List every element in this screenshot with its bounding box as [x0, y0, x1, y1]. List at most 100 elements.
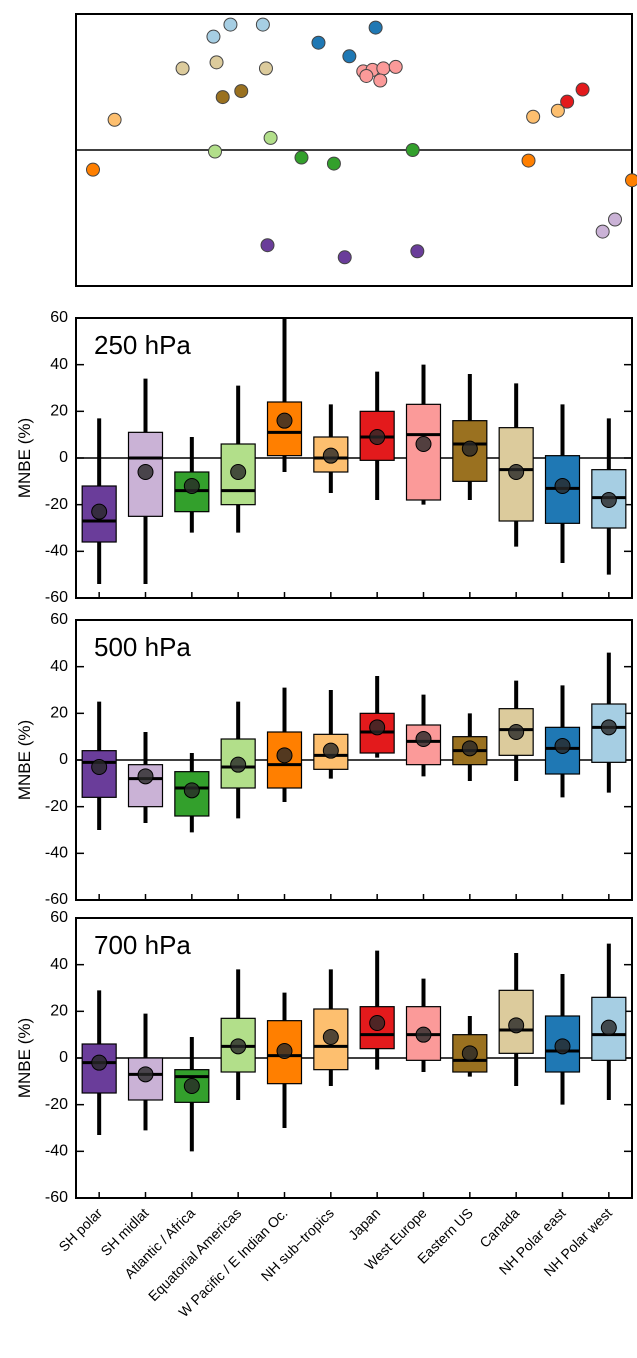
mean — [276, 1043, 293, 1059]
mean — [461, 740, 478, 757]
y-tick-label: 20 — [50, 705, 68, 722]
station — [550, 103, 565, 118]
mean — [600, 492, 617, 508]
station — [608, 212, 623, 227]
plot-frame — [75, 317, 633, 599]
mean — [461, 1045, 478, 1062]
y-tick-label: 60 — [50, 309, 68, 326]
station — [255, 17, 270, 32]
station — [260, 238, 275, 253]
station — [209, 55, 224, 70]
mean — [91, 503, 108, 520]
mean — [461, 440, 478, 457]
mean — [415, 1026, 432, 1043]
station — [337, 250, 352, 265]
y-tick-label: 0 — [59, 751, 68, 768]
mean — [137, 1066, 154, 1083]
station — [560, 94, 575, 109]
y-tick-label: 40 — [50, 356, 68, 373]
station — [208, 144, 222, 159]
station — [368, 20, 383, 35]
y-tick-label: 40 — [50, 956, 68, 973]
y-tick-label: -40 — [45, 845, 68, 862]
mean — [322, 1029, 339, 1045]
station — [342, 49, 357, 64]
y-tick-label: -60 — [45, 891, 68, 908]
mean — [554, 738, 571, 754]
station — [263, 130, 278, 145]
station — [85, 162, 100, 177]
mean — [554, 1038, 571, 1055]
mean — [91, 759, 108, 775]
station — [107, 112, 122, 127]
mean — [183, 782, 200, 799]
mean — [369, 1015, 386, 1031]
x-tick-label: Japan — [345, 1205, 383, 1243]
mean — [508, 464, 525, 480]
y-tick-label: 60 — [50, 909, 68, 926]
y-tick-label: -20 — [45, 798, 68, 815]
y-tick-label: 20 — [50, 403, 68, 420]
panel-label: 700 hPa — [94, 930, 191, 960]
station — [258, 61, 273, 76]
y-tick-label: -20 — [45, 496, 68, 513]
y-axis-label: MNBE (%) — [15, 418, 34, 498]
mean — [230, 756, 247, 773]
mean — [600, 719, 617, 736]
mean — [230, 1038, 247, 1055]
y-tick-label: -40 — [45, 543, 68, 560]
mean — [369, 719, 386, 736]
y-axis-label: MNBE (%) — [15, 720, 34, 800]
station — [359, 68, 374, 83]
station — [595, 224, 610, 239]
box — [266, 731, 303, 789]
mean — [600, 1019, 617, 1036]
station — [521, 153, 536, 168]
station — [294, 150, 309, 165]
station — [625, 173, 637, 188]
y-tick-label: -60 — [45, 589, 68, 606]
mean — [508, 724, 525, 740]
mean — [415, 731, 432, 747]
station — [376, 61, 391, 76]
mean — [137, 464, 154, 480]
mean — [322, 742, 339, 759]
box — [220, 738, 256, 789]
plot-frame — [75, 917, 633, 1199]
y-tick-label: -20 — [45, 1096, 68, 1113]
y-tick-label: 40 — [50, 658, 68, 675]
plot-frame — [75, 619, 633, 901]
mean — [276, 747, 293, 764]
mean — [137, 768, 154, 785]
x-tick-label: Canada — [476, 1205, 522, 1251]
y-axis-label: MNBE (%) — [15, 1018, 34, 1098]
mean — [415, 436, 432, 452]
mean — [322, 447, 339, 464]
box — [313, 436, 349, 473]
station — [175, 61, 190, 76]
mean — [369, 429, 386, 445]
panel-label: 500 hPa — [94, 632, 191, 662]
y-tick-label: 0 — [59, 449, 68, 466]
station — [215, 90, 230, 105]
station — [206, 29, 221, 44]
station — [373, 73, 388, 88]
station — [388, 59, 403, 74]
station — [575, 82, 590, 97]
box — [405, 403, 442, 501]
mean — [230, 464, 247, 480]
mean — [183, 478, 200, 494]
panel-label: 250 hPa — [94, 330, 191, 360]
box — [266, 401, 303, 457]
station — [405, 143, 420, 157]
y-tick-label: 60 — [50, 611, 68, 628]
y-tick-label: 0 — [59, 1049, 68, 1066]
station — [526, 109, 541, 124]
mean — [91, 1054, 108, 1071]
mean — [183, 1078, 200, 1094]
y-tick-label: -60 — [45, 1189, 68, 1206]
box — [498, 989, 534, 1054]
station — [311, 35, 326, 50]
